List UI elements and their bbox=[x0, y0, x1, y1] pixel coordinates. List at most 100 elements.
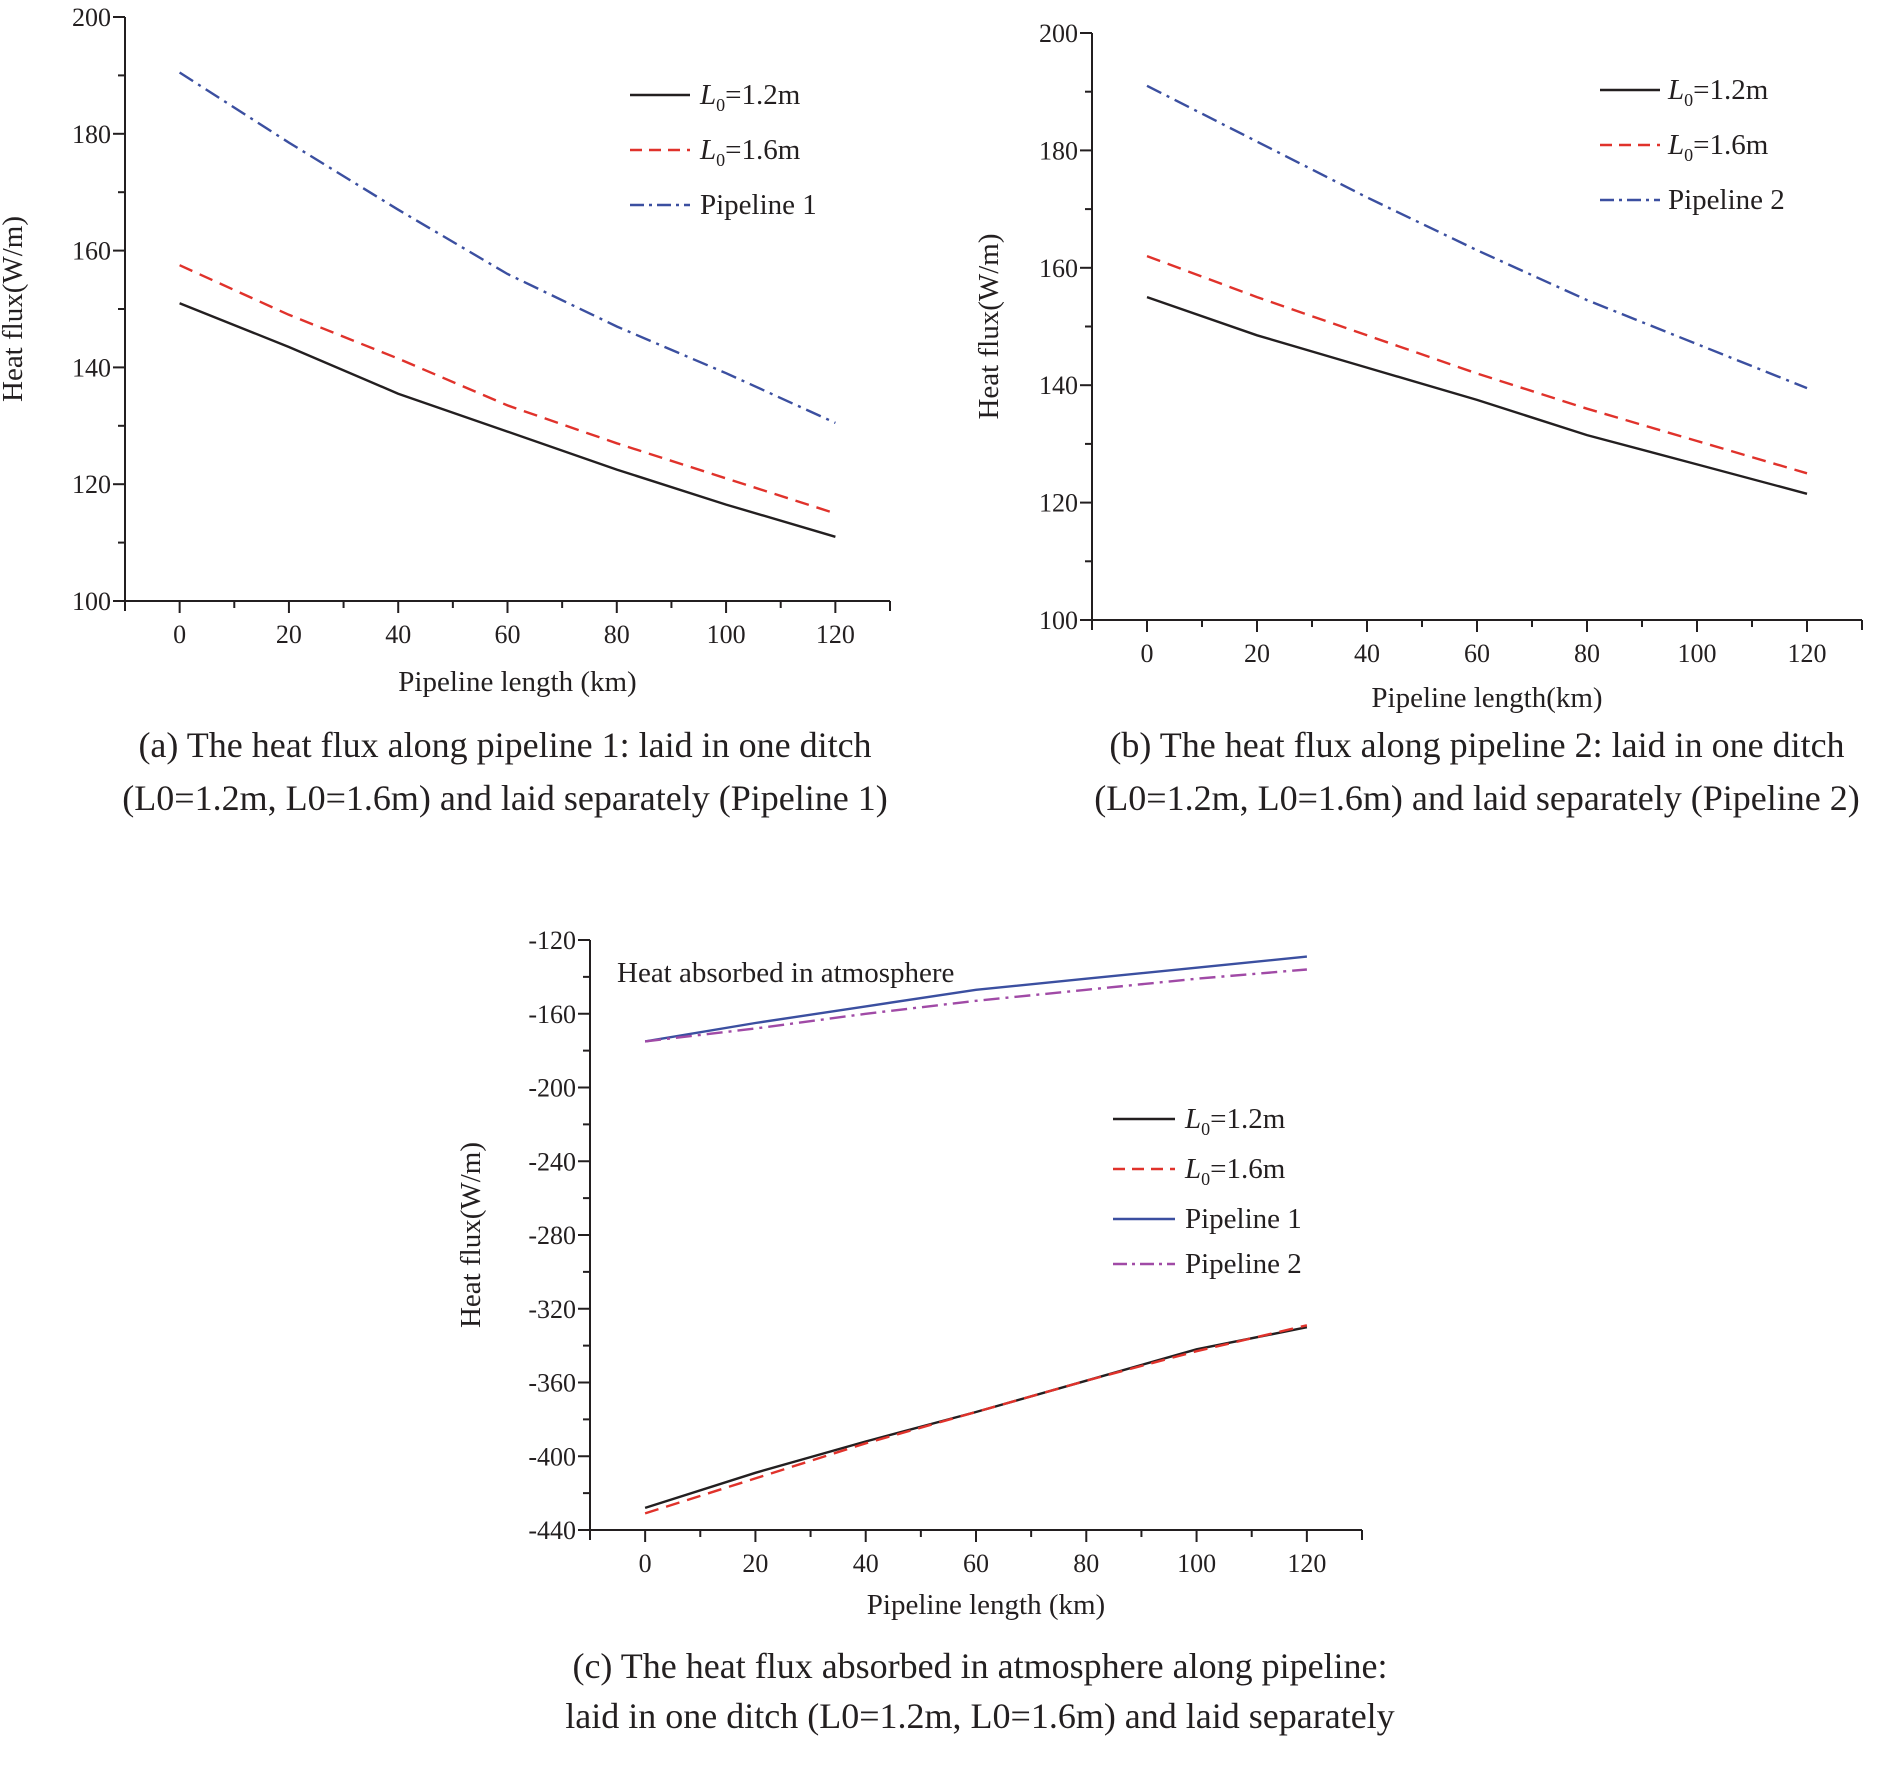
x-tick-label: 60 bbox=[963, 1549, 989, 1578]
legend-entry: Pipeline 1 bbox=[700, 189, 817, 221]
series-line-l0-1-2m bbox=[179, 302, 836, 538]
legend-entry-subscript: 0 bbox=[1201, 1119, 1210, 1139]
y-axis-label: Heat flux(W/m) bbox=[455, 1142, 487, 1328]
y-tick-label: -400 bbox=[528, 1442, 576, 1471]
legend-entry-subscript: 0 bbox=[716, 95, 725, 115]
y-tick-label: 100 bbox=[72, 587, 111, 616]
chart-panel-c: 0 20 40 60 80 100 120 -440 -400 -360 -320 -280 -240 -… bbox=[455, 926, 1395, 1736]
chart-panel-a: 0 20 40 60 80 100 120 100 120 140 160 180 200 Pipelin… bbox=[0, 3, 891, 818]
x-tick-label: 100 bbox=[707, 620, 746, 649]
series-line-l0-1-2m bbox=[644, 1326, 1308, 1510]
x-tick-label: 80 bbox=[1073, 1549, 1099, 1578]
y-tick-label: 200 bbox=[1039, 19, 1078, 48]
legend-entry-main: Pipeline 1 bbox=[1185, 1203, 1302, 1235]
annotation-text: Heat absorbed in atmosphere bbox=[617, 957, 954, 989]
series-line-l0-1-2m bbox=[1146, 295, 1808, 495]
legend-entry: Pipeline 2 bbox=[1668, 184, 1785, 216]
legend-entry-main: L bbox=[699, 79, 716, 111]
series-line-l0-1-6m bbox=[644, 1324, 1308, 1515]
y-tick-label: 120 bbox=[72, 470, 111, 499]
legend-entry: L0=1.2m bbox=[699, 79, 801, 115]
legend-entry: Pipeline 2 bbox=[1185, 1248, 1302, 1280]
series-line-pipeline-1 bbox=[178, 71, 836, 424]
legend-entry-subscript: 0 bbox=[716, 150, 725, 170]
y-tick-label: 180 bbox=[72, 120, 111, 149]
x-tick-label: 80 bbox=[604, 620, 630, 649]
y-tick-label: 140 bbox=[1039, 371, 1078, 400]
x-tick-label: 80 bbox=[1574, 639, 1600, 668]
y-tick-label: -320 bbox=[528, 1295, 576, 1324]
legend-entry-main: L bbox=[699, 134, 716, 166]
x-tick-label: 40 bbox=[853, 1549, 879, 1578]
figure-caption-line: (L0=1.2m, L0=1.6m) and laid separately (… bbox=[1094, 778, 1859, 818]
y-axis-label: Heat flux(W/m) bbox=[0, 216, 29, 402]
legend-entry-main: L bbox=[1667, 129, 1684, 161]
x-axis-label: Pipeline length(km) bbox=[1371, 682, 1602, 714]
x-tick-label: 120 bbox=[1287, 1549, 1326, 1578]
y-tick-label: -280 bbox=[528, 1221, 576, 1250]
legend-entry-main: L bbox=[1667, 74, 1684, 106]
y-tick-label: 160 bbox=[72, 237, 111, 266]
legend-entry-rest: =1.2m bbox=[1210, 1103, 1286, 1135]
y-tick-label: -240 bbox=[528, 1147, 576, 1176]
legend-entry-rest: =1.6m bbox=[1693, 129, 1769, 161]
legend-entry-main: L bbox=[1184, 1153, 1201, 1185]
x-tick-label: 20 bbox=[276, 620, 302, 649]
legend-entry: Pipeline 1 bbox=[1185, 1203, 1302, 1235]
chart-panel-b: 0 20 40 60 80 100 120 100 120 140 160 180 200 Pipelin… bbox=[973, 19, 1863, 818]
x-tick-label: 120 bbox=[1788, 639, 1827, 668]
x-tick-label: 60 bbox=[1464, 639, 1490, 668]
y-tick-label: 100 bbox=[1039, 606, 1078, 635]
legend-entry-main: Pipeline 2 bbox=[1668, 184, 1785, 216]
x-axis-label: Pipeline length (km) bbox=[398, 666, 636, 698]
x-axis-label: Pipeline length (km) bbox=[867, 1589, 1105, 1621]
x-tick-label: 40 bbox=[385, 620, 411, 649]
x-tick-label: 100 bbox=[1678, 639, 1717, 668]
y-tick-label: -120 bbox=[528, 926, 576, 955]
figure-caption-line: (a) The heat flux along pipeline 1: laid… bbox=[138, 725, 871, 765]
y-tick-label: -440 bbox=[528, 1516, 576, 1545]
legend-entry: L0=1.2m bbox=[1184, 1103, 1286, 1139]
legend-entry: L0=1.6m bbox=[1667, 129, 1769, 165]
series-line-l0-1-6m bbox=[179, 264, 836, 515]
legend-entry-main: L bbox=[1184, 1103, 1201, 1135]
legend-entry-rest: =1.6m bbox=[1210, 1153, 1286, 1185]
x-tick-label: 60 bbox=[495, 620, 521, 649]
legend-entry-rest: =1.6m bbox=[725, 134, 801, 166]
series-line-pipeline-2 bbox=[644, 968, 1307, 1043]
y-tick-label: 180 bbox=[1039, 136, 1078, 165]
x-tick-label: 20 bbox=[742, 1549, 768, 1578]
legend-entry-subscript: 0 bbox=[1684, 90, 1693, 110]
figure-caption-line: (c) The heat flux absorbed in atmosphere… bbox=[572, 1646, 1387, 1686]
y-tick-label: -160 bbox=[528, 1000, 576, 1029]
y-tick-label: -360 bbox=[528, 1369, 576, 1398]
x-tick-label: 120 bbox=[816, 620, 855, 649]
x-tick-label: 40 bbox=[1354, 639, 1380, 668]
series-line-l0-1-6m bbox=[1146, 254, 1808, 475]
legend-entry: L0=1.2m bbox=[1667, 74, 1769, 110]
y-tick-label: 120 bbox=[1039, 489, 1078, 518]
y-tick-label: 200 bbox=[72, 3, 111, 32]
figure-caption-line: (L0=1.2m, L0=1.6m) and laid separately (… bbox=[122, 778, 887, 818]
y-tick-label: -200 bbox=[528, 1074, 576, 1103]
x-tick-label: 0 bbox=[173, 620, 186, 649]
x-tick-label: 20 bbox=[1244, 639, 1270, 668]
figure-caption-line: (b) The heat flux along pipeline 2: laid… bbox=[1109, 725, 1844, 765]
y-axis-label: Heat flux(W/m) bbox=[973, 233, 1005, 419]
x-tick-label: 0 bbox=[1141, 639, 1154, 668]
y-tick-label: 140 bbox=[72, 353, 111, 382]
legend-entry-main: Pipeline 1 bbox=[700, 189, 817, 221]
legend-entry-rest: =1.2m bbox=[725, 79, 801, 111]
legend-entry-subscript: 0 bbox=[1684, 145, 1693, 165]
legend-entry: L0=1.6m bbox=[699, 134, 801, 170]
y-tick-label: 160 bbox=[1039, 254, 1078, 283]
figure-caption-line: laid in one ditch (L0=1.2m, L0=1.6m) and… bbox=[565, 1696, 1394, 1736]
x-tick-label: 100 bbox=[1177, 1549, 1216, 1578]
legend-entry-main: Pipeline 2 bbox=[1185, 1248, 1302, 1280]
legend-entry-rest: =1.2m bbox=[1693, 74, 1769, 106]
x-tick-label: 0 bbox=[639, 1549, 652, 1578]
